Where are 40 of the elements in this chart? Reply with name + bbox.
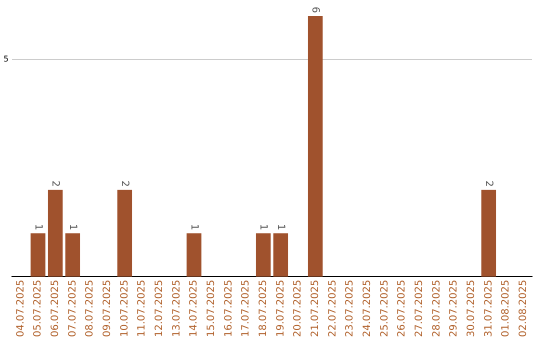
x-tick-label: 20.07.2025 xyxy=(292,280,304,338)
ref-line-label: 5 xyxy=(3,54,9,64)
data-label: 2 xyxy=(50,180,61,187)
data-label: 1 xyxy=(188,224,200,230)
data-label: 2 xyxy=(483,180,494,187)
x-tick-label: 09.07.2025 xyxy=(102,280,113,338)
data-label: 6 xyxy=(310,6,321,13)
x-tick-label: 21.07.2025 xyxy=(310,280,321,338)
x-tick-label: 04.07.2025 xyxy=(15,280,26,338)
x-tick-label: 27.07.2025 xyxy=(414,280,425,338)
x-tick-label: 11.07.2025 xyxy=(136,280,148,338)
x-tick-label: 15.07.2025 xyxy=(206,280,217,338)
x-tick-label: 23.07.2025 xyxy=(344,280,356,338)
data-label: 2 xyxy=(119,180,130,187)
x-tick-label: 12.07.2025 xyxy=(154,280,165,338)
x-tick-label: 17.07.2025 xyxy=(240,280,252,338)
x-tick-label: 30.07.2025 xyxy=(466,280,477,338)
x-tick-label: 02.08.2025 xyxy=(518,280,529,338)
x-tick-label: 05.07.2025 xyxy=(32,280,44,338)
x-tick-label: 16.07.2025 xyxy=(223,280,234,338)
data-label: 1 xyxy=(32,224,44,230)
x-tick-label: 18.07.2025 xyxy=(258,280,269,338)
x-tick-label: 28.07.2025 xyxy=(431,280,442,338)
data-label: 1 xyxy=(258,224,269,230)
x-tick-label: 08.07.2025 xyxy=(84,280,96,338)
x-tick-label: 22.07.2025 xyxy=(327,280,338,338)
x-tick-label: 25.07.2025 xyxy=(379,280,390,338)
x-tick-label: 19.07.2025 xyxy=(275,280,286,338)
x-tick-label: 01.08.2025 xyxy=(500,280,512,338)
x-tick-label: 26.07.2025 xyxy=(396,280,408,338)
x-tick-label: 13.07.2025 xyxy=(171,280,182,338)
x-tick-label: 06.07.2025 xyxy=(50,280,61,338)
x-tick-label: 10.07.2025 xyxy=(119,280,130,338)
x-tick-label: 14.07.2025 xyxy=(188,280,200,338)
x-tick-label: 29.07.2025 xyxy=(448,280,460,338)
x-tick-label: 07.07.2025 xyxy=(67,280,78,338)
x-tick-label: 24.07.2025 xyxy=(362,280,373,338)
data-label: 1 xyxy=(67,224,78,230)
x-tick-label: 31.07.2025 xyxy=(483,280,494,338)
data-label: 1 xyxy=(275,224,286,230)
